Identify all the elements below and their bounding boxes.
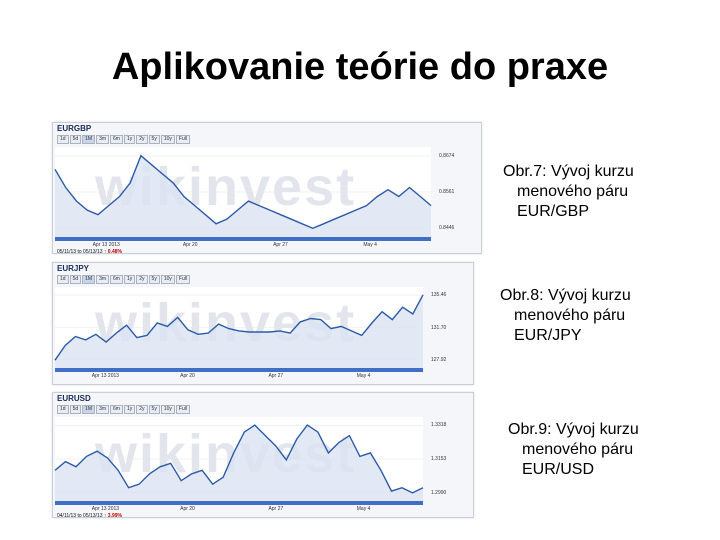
range-tab-10y[interactable]: 10y xyxy=(160,405,175,414)
x-tick-label: Apr 27 xyxy=(268,506,284,512)
x-tick-label: May 4 xyxy=(363,242,377,248)
ticker-label: EURGBP xyxy=(57,124,92,133)
range-tab-1m[interactable]: 1M xyxy=(82,135,96,144)
y-tick-label: 135.46 xyxy=(431,292,447,299)
x-tick-label: Apr 13 2013 xyxy=(91,373,120,379)
range-tab-1d[interactable]: 1d xyxy=(57,405,69,414)
figure-caption: Obr.8: Vývoj kurzu menového páru EUR/JPY xyxy=(500,286,631,346)
y-tick-label: 1.3318 xyxy=(431,422,447,429)
range-tab-6m[interactable]: 6m xyxy=(110,275,123,284)
series-line xyxy=(54,154,432,230)
range-tab-10y[interactable]: 10y xyxy=(160,135,175,144)
range-tab-5d[interactable]: 5d xyxy=(69,135,82,144)
range-tab-1m[interactable]: 1M xyxy=(82,405,96,414)
range-tab-10y[interactable]: 10y xyxy=(160,275,175,284)
range-tab-full[interactable]: Full xyxy=(175,405,190,414)
chart-panel-eurjpy: EURJPY 1d 5d 1M 3m 6m 1y 2y 5y 10y Full wikinvest 13… xyxy=(52,262,474,385)
caption-line: menového páru xyxy=(514,307,626,324)
status-percent: 0.48% xyxy=(107,249,122,254)
range-tab-full[interactable]: Full xyxy=(175,275,190,284)
range-tab-5y[interactable]: 5y xyxy=(148,275,160,284)
x-tick-label: Apr 20 xyxy=(182,242,198,248)
status-range: 05/11/13 to 05/13/13 xyxy=(57,249,103,254)
x-tick-label: Apr 27 xyxy=(273,242,288,248)
range-tab-6m[interactable]: 6m xyxy=(110,135,123,144)
y-tick-label: 1.3153 xyxy=(431,456,447,462)
y-tick-label: 0.8674 xyxy=(439,153,455,159)
price-chart-svg xyxy=(54,424,424,505)
y-tick-label: 127.92 xyxy=(431,356,447,363)
range-status: 05/11/13 to 05/13/13 ↑ 0.48% xyxy=(57,249,122,254)
y-tick-label: 0.8561 xyxy=(439,189,455,195)
range-tab-full[interactable]: Full xyxy=(175,135,190,144)
range-tab-1y[interactable]: 1y xyxy=(123,135,136,144)
range-tabs: 1d 5d 1M 3m 6m 1y 2y 5y 10y Full xyxy=(57,135,191,144)
x-tick-label: Apr 13 2013 xyxy=(92,242,120,248)
status-range: 04/11/13 to 05/13/13 xyxy=(57,513,103,518)
caption-line: Obr.9: Vývoj kurzu xyxy=(508,421,639,438)
y-tick-label: 131.70 xyxy=(431,324,447,331)
range-tabs: 1d 5d 1M 3m 6m 1y 2y 5y 10y Full xyxy=(57,275,191,284)
price-chart-svg xyxy=(54,154,432,241)
figure-caption: Obr.7: Vývoj kurzu menového páru EUR/GBP xyxy=(503,162,634,222)
x-tick-label: May 4 xyxy=(356,506,371,512)
ticker-label: EURUSD xyxy=(57,394,91,403)
range-tab-5y[interactable]: 5y xyxy=(148,405,160,414)
figure-caption: Obr.9: Vývoj kurzu menového páru EUR/USD xyxy=(508,420,639,480)
series-line xyxy=(54,424,424,494)
caption-line: Obr.7: Vývoj kurzu xyxy=(503,163,634,180)
x-tick-label: Apr 20 xyxy=(180,506,195,512)
caption-line: menového páru xyxy=(517,183,629,200)
range-tab-3m[interactable]: 3m xyxy=(96,135,110,144)
y-tick-label: 1.2990 xyxy=(431,489,447,496)
x-tick-label: Apr 20 xyxy=(180,373,195,379)
range-tab-1y[interactable]: 1y xyxy=(123,405,136,414)
chart-panel-eurusd: EURUSD 1d 5d 1M 3m 6m 1y 2y 5y 10y Full wikinvest 1.… xyxy=(52,392,474,518)
range-tab-5y[interactable]: 5y xyxy=(148,135,160,144)
range-tab-1y[interactable]: 1y xyxy=(123,275,136,284)
status-percent: 3.99% xyxy=(107,513,122,518)
price-chart-svg xyxy=(54,294,424,372)
x-axis-bar xyxy=(55,237,431,241)
range-tab-2y[interactable]: 2y xyxy=(136,275,148,284)
range-tab-1d[interactable]: 1d xyxy=(57,135,69,144)
series-line xyxy=(54,294,424,361)
x-tick-label: Apr 27 xyxy=(268,373,284,379)
range-tab-3m[interactable]: 3m xyxy=(96,405,110,414)
caption-line: EUR/JPY xyxy=(514,327,582,344)
series-area xyxy=(55,155,431,237)
range-tab-1d[interactable]: 1d xyxy=(57,275,69,284)
chart-panel-eurgbp: EURGBP 1d 5d 1M 3m 6m 1y 2y 5y 10y Full wikinvest 0.… xyxy=(52,122,482,254)
y-tick-label: 0.8446 xyxy=(439,225,455,231)
range-tab-5d[interactable]: 5d xyxy=(69,275,82,284)
range-tab-3m[interactable]: 3m xyxy=(96,275,110,284)
x-tick-label: May 4 xyxy=(356,373,371,379)
range-tab-2y[interactable]: 2y xyxy=(136,135,148,144)
caption-line: EUR/USD xyxy=(522,461,595,478)
slide-title: Aplikovanie teórie do praxe xyxy=(111,46,609,88)
range-tab-2y[interactable]: 2y xyxy=(136,405,148,414)
range-tab-6m[interactable]: 6m xyxy=(110,405,123,414)
range-tab-5d[interactable]: 5d xyxy=(69,405,82,414)
x-axis-bar xyxy=(55,501,423,505)
x-tick-label: Apr 13 2013 xyxy=(91,506,120,512)
x-axis-bar xyxy=(55,368,423,372)
caption-line: Obr.8: Vývoj kurzu xyxy=(500,287,631,304)
range-tabs: 1d 5d 1M 3m 6m 1y 2y 5y 10y Full xyxy=(57,405,191,414)
series-area xyxy=(55,425,423,501)
ticker-label: EURJPY xyxy=(57,264,90,273)
caption-line: menového páru xyxy=(522,441,634,458)
caption-line: EUR/GBP xyxy=(517,203,590,220)
range-status: 04/11/13 to 05/13/13 ↑ 3.99% xyxy=(57,513,122,518)
range-tab-1m[interactable]: 1M xyxy=(82,275,96,284)
